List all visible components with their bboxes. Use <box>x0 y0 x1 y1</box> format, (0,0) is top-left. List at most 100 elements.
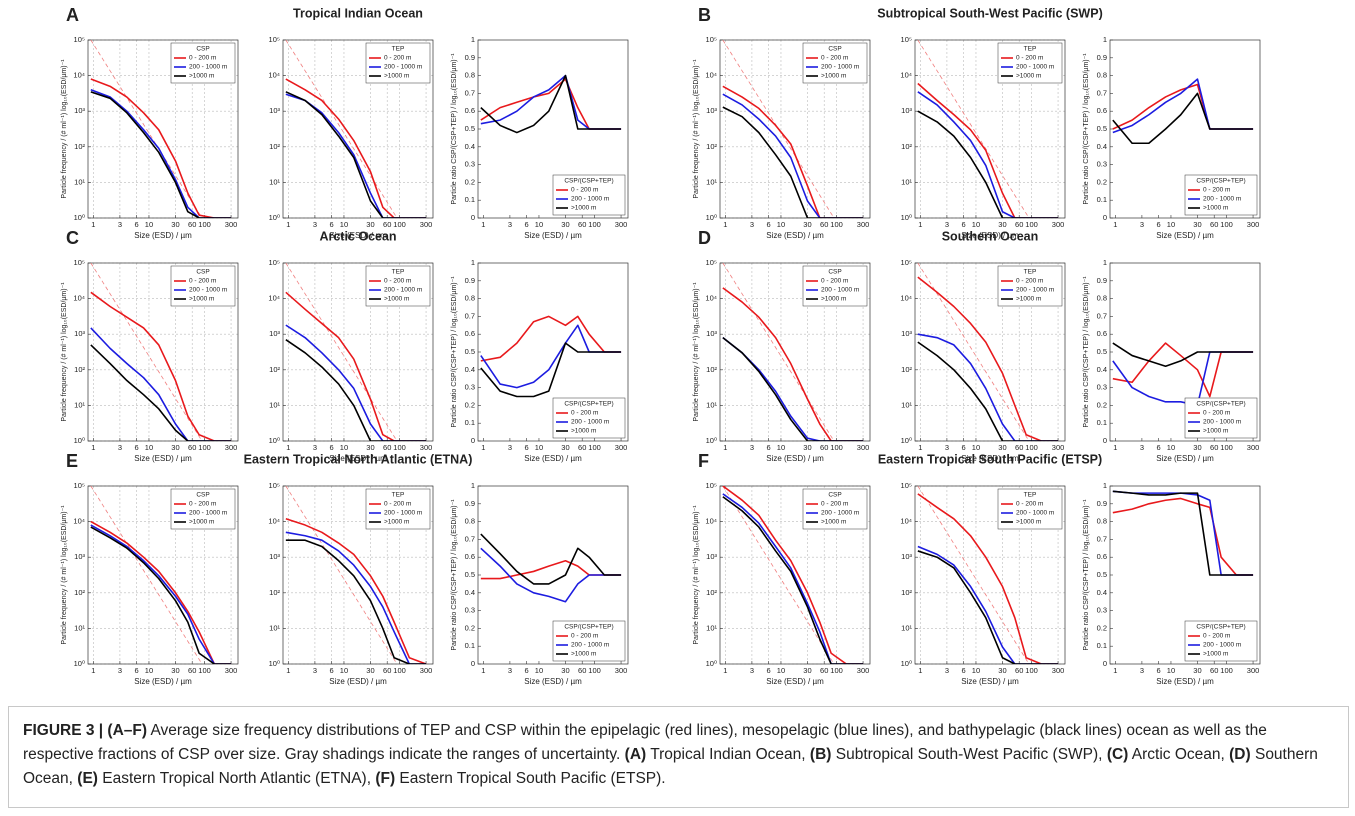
x-tick-label: 300 <box>615 220 628 229</box>
subplot: 1 3 6 10 30 60 100 300 0 0.1 0.2 0.3 0.4 0.5 0.6 0.7 0.8… <box>451 481 629 686</box>
x-tick-label: 30 <box>803 220 811 229</box>
y-tick-label: 0.6 <box>1097 106 1107 115</box>
caption-text: Southern Ocean, <box>23 746 1323 787</box>
legend-label: 0 - 200 m <box>384 55 411 62</box>
x-tick-label: 30 <box>561 666 569 675</box>
y-tick-label: 10⁴ <box>900 517 912 526</box>
x-tick-label: 10 <box>972 220 980 229</box>
x-tick-label: 1 <box>286 220 290 229</box>
axes-frame <box>282 485 434 665</box>
y-tick-label: 10¹ <box>901 177 912 186</box>
subplot: Eastern Tropical South Pacific (ETSP) 1 3 6… <box>878 452 1102 686</box>
legend-title: TEP <box>392 492 405 499</box>
caption-text: (F) <box>375 770 396 787</box>
x-tick-label: 6 <box>525 666 529 675</box>
series-line <box>1112 342 1254 368</box>
axes-frame <box>914 485 1066 665</box>
legend-title: TEP <box>1024 269 1037 276</box>
x-tick-label: 100 <box>198 220 211 229</box>
series-line <box>917 82 1059 218</box>
axes-frame <box>1109 262 1261 442</box>
x-tick-label: 3 <box>508 666 512 675</box>
series-line <box>285 339 427 441</box>
y-tick-label: 10³ <box>706 329 717 338</box>
x-tick-label: 3 <box>945 220 949 229</box>
x-tick-label: 10 <box>535 220 543 229</box>
y-tick-label: 0.7 <box>1097 88 1107 97</box>
x-axis-label: Size (ESD) / µm <box>766 677 824 686</box>
series-line <box>917 493 1059 664</box>
legend-label: >1000 m <box>189 519 214 526</box>
legend-label: 200 - 1000 m <box>571 196 609 203</box>
x-tick-label: 1 <box>918 220 922 229</box>
x-tick-label: 60 <box>820 220 828 229</box>
legend-label: 0 - 200 m <box>189 55 216 62</box>
legend-label: >1000 m <box>1203 651 1228 658</box>
legend-label: >1000 m <box>1016 519 1041 526</box>
x-tick-label: 300 <box>225 220 238 229</box>
y-tick-label: 0.2 <box>1097 177 1107 186</box>
y-tick-label: 10² <box>74 588 85 597</box>
y-tick-label: 0.6 <box>465 552 475 561</box>
y-tick-label: 0 <box>471 436 475 445</box>
x-tick-label: 6 <box>135 220 139 229</box>
series-line <box>1112 497 1254 576</box>
x-tick-label: 30 <box>171 666 179 675</box>
x-tick-label: 300 <box>420 666 433 675</box>
x-tick-label: 10 <box>145 443 153 452</box>
legend-label: 0 - 200 m <box>821 278 848 285</box>
y-tick-label: 0.4 <box>1097 142 1107 151</box>
legend-title: TEP <box>1024 492 1037 499</box>
x-tick-label: 1 <box>918 666 922 675</box>
x-tick-label: 30 <box>366 443 374 452</box>
x-tick-label: 3 <box>508 443 512 452</box>
y-tick-label: 10⁵ <box>706 258 717 267</box>
x-tick-label: 10 <box>1167 666 1175 675</box>
y-tick-label: 10¹ <box>74 623 85 632</box>
y-tick-label: 10⁴ <box>900 71 912 80</box>
x-tick-label: 30 <box>803 666 811 675</box>
subplot: 1 3 6 10 30 60 100 300 0 0.1 0.2 0.3 0.4 0.5 0.6 0.7 0.8… <box>451 258 629 463</box>
caption-text: (B) <box>809 746 832 763</box>
y-axis-label: Particle ratio CSP/(CSP+TEP) / log₁₀(ESD… <box>1083 53 1090 205</box>
series-line <box>90 327 232 441</box>
y-tick-label: 10² <box>74 365 85 374</box>
x-tick-label: 100 <box>830 666 843 675</box>
series-line <box>480 533 622 585</box>
x-axis-label: Size (ESD) / µm <box>524 677 582 686</box>
x-tick-label: 1 <box>91 220 95 229</box>
y-tick-label: 0 <box>471 659 475 668</box>
caption-text: Tropical Indian Ocean, <box>646 746 810 763</box>
panel-title: Eastern Tropical North Atlantic (ETNA) <box>244 452 473 466</box>
x-tick-label: 3 <box>1140 220 1144 229</box>
legend-title: TEP <box>392 46 405 53</box>
x-tick-label: 300 <box>857 666 870 675</box>
y-tick-label: 10⁰ <box>706 659 717 668</box>
y-tick-label: 10⁴ <box>73 71 85 80</box>
x-tick-label: 6 <box>962 443 966 452</box>
x-tick-label: 300 <box>615 666 628 675</box>
y-tick-label: 0.7 <box>465 88 475 97</box>
x-axis-label: Size (ESD) / µm <box>1156 677 1214 686</box>
y-tick-label: 10³ <box>269 552 280 561</box>
x-tick-label: 30 <box>366 220 374 229</box>
axes-frame <box>477 262 629 442</box>
y-tick-label: 10⁵ <box>269 35 280 44</box>
y-tick-label: 0.8 <box>465 71 475 80</box>
y-tick-label: 0.3 <box>1097 383 1107 392</box>
y-tick-label: 0.9 <box>1097 53 1107 62</box>
y-tick-label: 10² <box>269 588 280 597</box>
y-tick-label: 10⁴ <box>705 294 717 303</box>
legend-label: 200 - 1000 m <box>821 287 859 294</box>
x-axis-label: Size (ESD) / µm <box>524 454 582 463</box>
y-tick-label: 0.1 <box>465 195 475 204</box>
y-tick-label: 0.2 <box>465 177 475 186</box>
legend-title: CSP <box>828 46 841 53</box>
x-axis-label: Size (ESD) / µm <box>766 231 824 240</box>
legend-title: TEP <box>1024 46 1037 53</box>
y-tick-label: 10⁰ <box>901 659 912 668</box>
y-tick-label: 10⁵ <box>74 258 85 267</box>
panel-title: Subtropical South-West Pacific (SWP) <box>877 6 1102 20</box>
y-tick-label: 10¹ <box>706 400 717 409</box>
x-axis-label: Size (ESD) / µm <box>1156 454 1214 463</box>
